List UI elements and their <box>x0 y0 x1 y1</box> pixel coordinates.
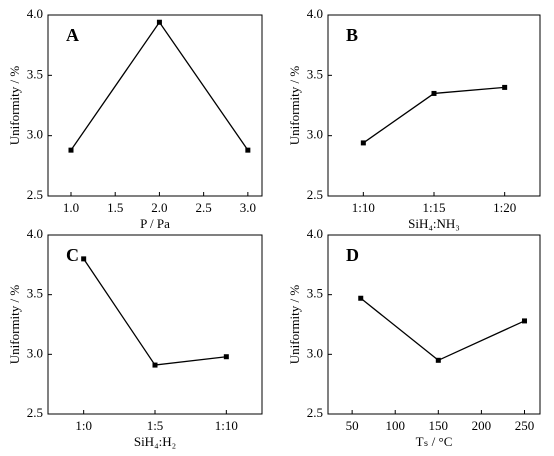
y-axis-label: Uniformity / % <box>7 285 22 365</box>
plot-frame <box>47 14 263 197</box>
x-axis-label: SiH₄:H₂ <box>134 434 176 449</box>
y-tick-label: 4.0 <box>27 6 43 21</box>
data-marker <box>152 362 158 368</box>
data-line <box>70 21 249 151</box>
x-tick-label: 1.0 <box>63 200 79 215</box>
data-line <box>83 258 227 366</box>
y-tick-label: 3.5 <box>307 66 323 81</box>
y-tick-label: 3.5 <box>27 66 43 81</box>
data-marker <box>245 147 251 153</box>
data-marker <box>358 295 364 301</box>
data-marker <box>521 318 527 324</box>
x-axis-label: SiH₄:NH₃ <box>408 216 460 231</box>
y-tick-label: 3.5 <box>307 286 323 301</box>
x-tick-label: 1:5 <box>147 418 164 433</box>
x-tick-label: 1:10 <box>352 200 375 215</box>
x-tick-label: 1:0 <box>75 418 92 433</box>
data-marker <box>435 357 441 363</box>
data-marker <box>360 140 366 146</box>
y-tick-label: 3.0 <box>27 345 43 360</box>
x-tick-label: 1.5 <box>107 200 123 215</box>
panel-label: A <box>66 25 79 45</box>
data-marker <box>223 354 229 360</box>
y-tick-label: 2.5 <box>307 405 323 420</box>
data-marker <box>502 84 508 90</box>
x-tick-label: 2.0 <box>151 200 167 215</box>
y-tick-label: 2.5 <box>27 187 43 202</box>
panel-label: C <box>66 245 79 265</box>
y-tick-label: 2.5 <box>27 405 43 420</box>
x-tick-label: 1:10 <box>215 418 238 433</box>
y-tick-label: 3.0 <box>307 345 323 360</box>
x-axis-label: P / Pa <box>140 216 170 231</box>
x-tick-label: 3.0 <box>240 200 256 215</box>
y-tick-label: 3.0 <box>307 127 323 142</box>
x-tick-label: 100 <box>385 418 405 433</box>
x-tick-label: 150 <box>429 418 449 433</box>
y-tick-label: 4.0 <box>307 226 323 241</box>
y-axis-label: Uniformity / % <box>7 66 22 146</box>
x-tick-label: 50 <box>346 418 359 433</box>
x-tick-label: 250 <box>515 418 535 433</box>
x-tick-label: 2.5 <box>196 200 212 215</box>
plot-frame <box>47 234 263 415</box>
x-tick-label: 1:20 <box>493 200 516 215</box>
y-tick-label: 4.0 <box>27 226 43 241</box>
data-marker <box>68 147 74 153</box>
x-tick-label: 200 <box>472 418 492 433</box>
x-tick-label: 1:15 <box>422 200 445 215</box>
y-tick-label: 3.0 <box>27 127 43 142</box>
y-tick-label: 3.5 <box>27 286 43 301</box>
panel-label: B <box>346 25 358 45</box>
data-marker <box>81 256 87 262</box>
y-tick-label: 4.0 <box>307 6 323 21</box>
x-axis-label: Tₛ / °C <box>416 434 453 449</box>
panel-label: D <box>346 245 359 265</box>
plot-frame <box>327 14 541 197</box>
y-axis-label: Uniformity / % <box>287 285 302 365</box>
data-marker <box>431 90 437 96</box>
data-line <box>360 297 525 362</box>
data-marker <box>156 19 162 25</box>
plot-frame <box>327 234 541 415</box>
y-tick-label: 2.5 <box>307 187 323 202</box>
y-axis-label: Uniformity / % <box>287 66 302 146</box>
